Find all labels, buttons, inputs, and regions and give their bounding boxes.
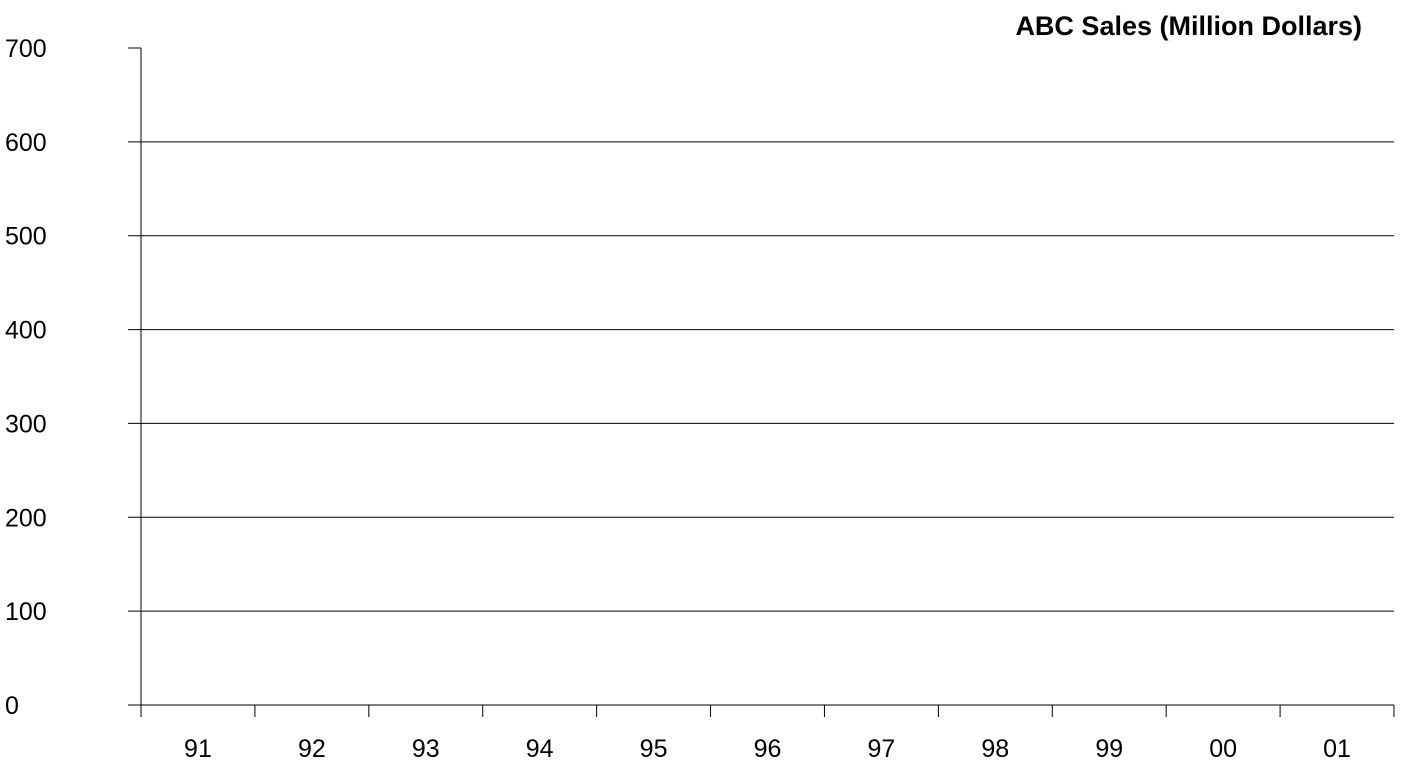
x-tick-label: 93	[412, 735, 440, 763]
y-tick-label: 500	[5, 223, 47, 251]
x-tick-label: 97	[868, 735, 896, 763]
x-tick-label: 01	[1323, 735, 1351, 763]
x-tick-label: 94	[526, 735, 554, 763]
y-tick-label: 700	[5, 35, 47, 63]
gridlines	[128, 47, 1394, 612]
y-tick-label: 400	[5, 317, 47, 345]
y-tick-label: 0	[5, 692, 19, 720]
x-tick-label: 96	[754, 735, 782, 763]
x-tick-label: 95	[640, 735, 668, 763]
x-tick-label: 99	[1095, 735, 1123, 763]
y-tick-label: 200	[5, 504, 47, 532]
x-tick-label: 00	[1209, 735, 1237, 763]
y-tick-label: 100	[5, 598, 47, 626]
y-tick-label: 600	[5, 129, 47, 157]
y-tick-label: 300	[5, 410, 47, 438]
y-axis: 0 100 200 300 400 500 600 700	[5, 35, 47, 720]
x-tick-label: 91	[184, 735, 212, 763]
x-axis: 91 92 93 94 95 96 97 98 99 00 01	[140, 705, 1395, 763]
chart-title: ABC Sales (Million Dollars)	[1015, 11, 1362, 41]
x-tick-label: 98	[981, 735, 1009, 763]
x-tick-label: 92	[298, 735, 326, 763]
